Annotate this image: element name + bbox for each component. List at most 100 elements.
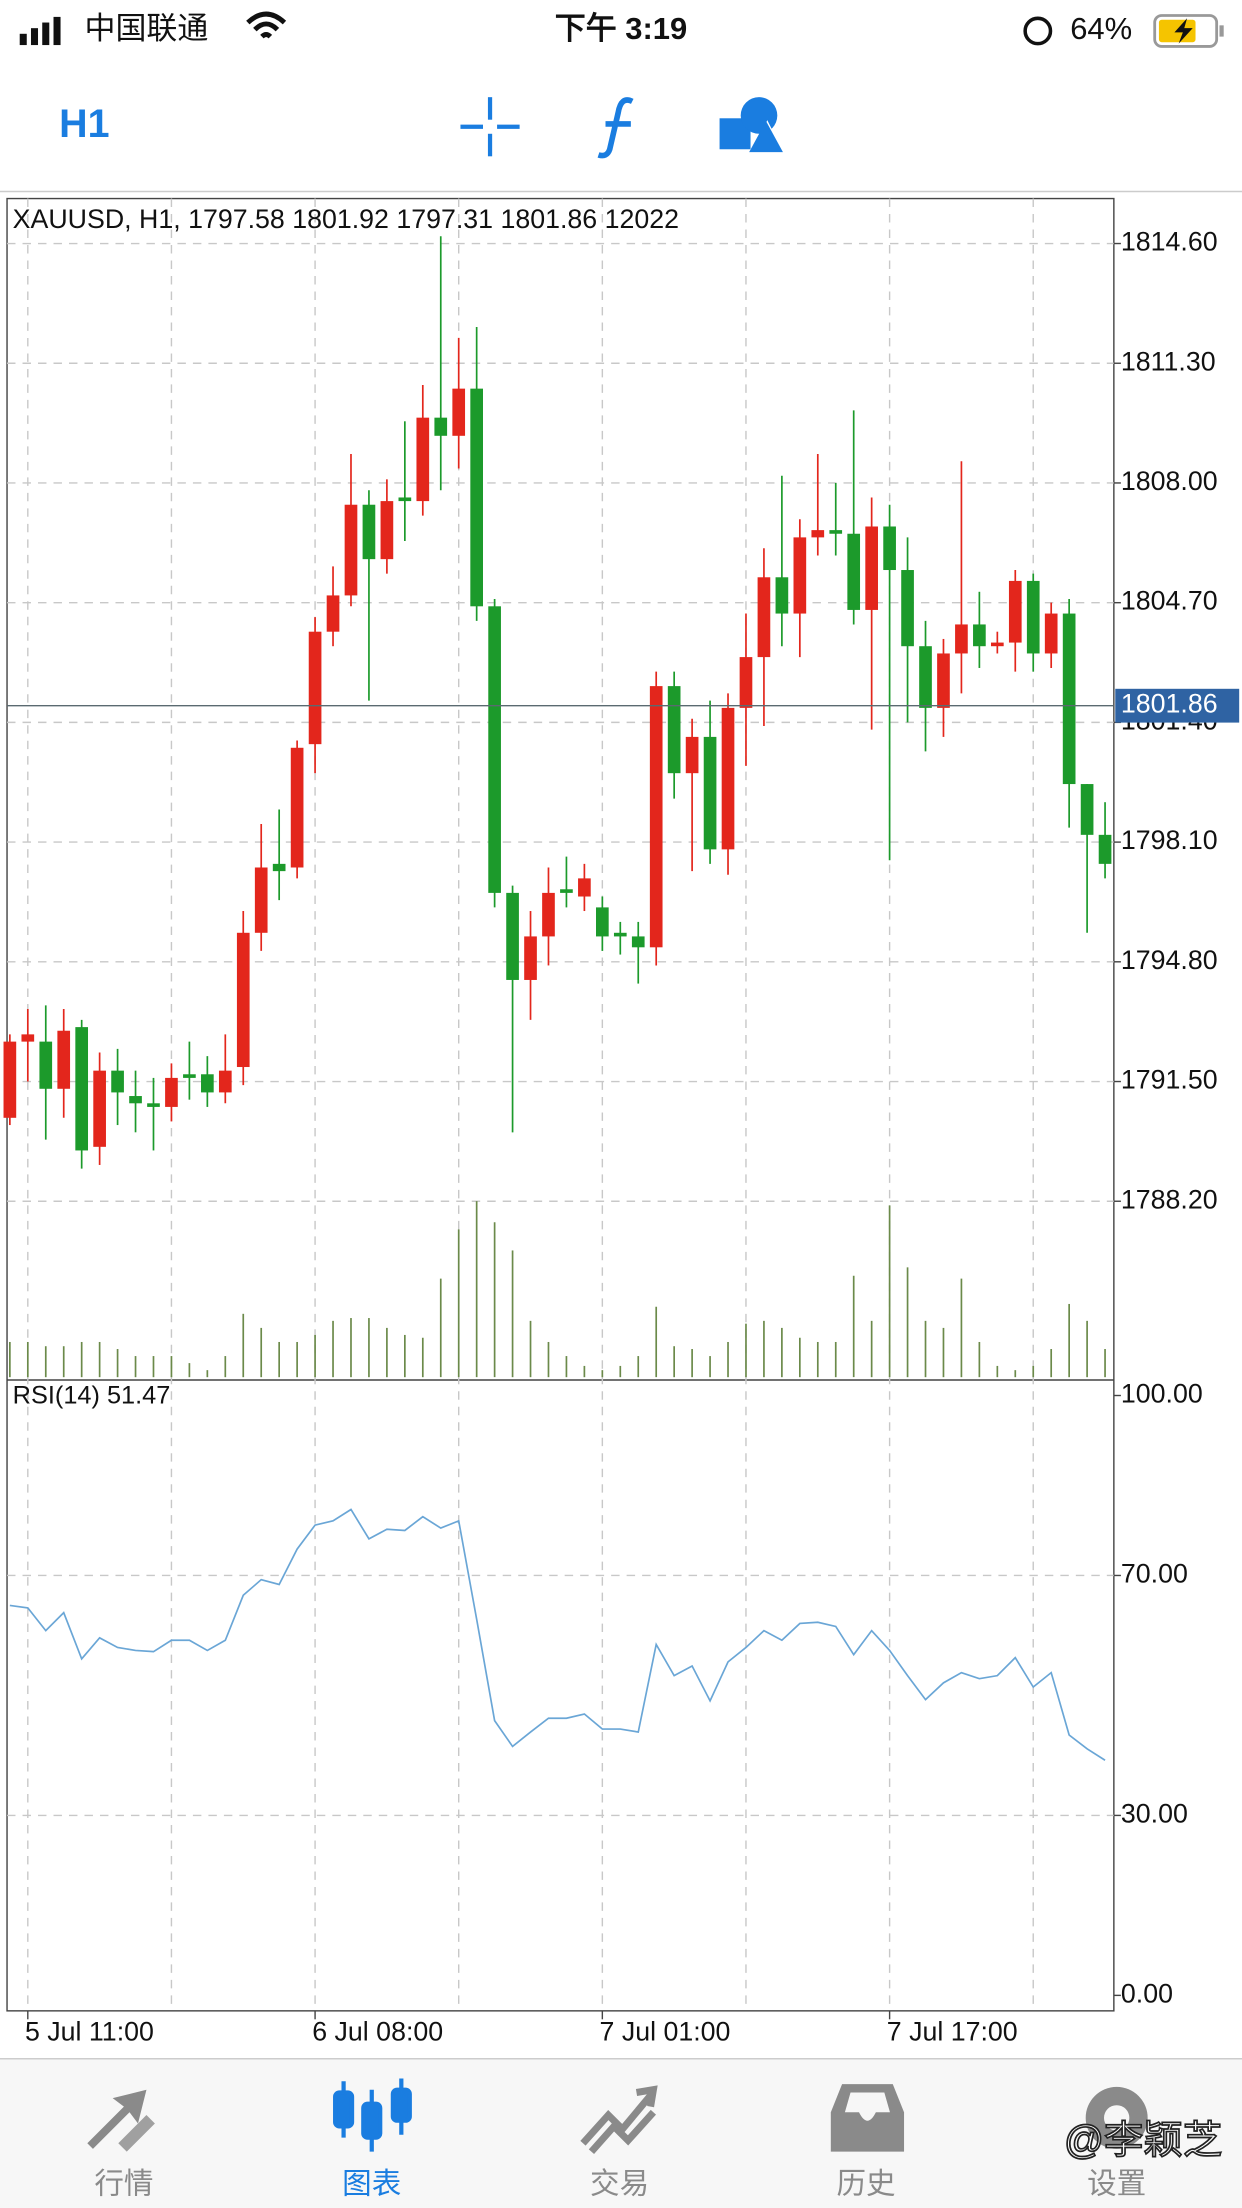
objects-button[interactable] <box>719 97 785 155</box>
clock: 下午 3:19 <box>555 11 688 46</box>
x-tick-label: 7 Jul 01:00 <box>600 2016 731 2046</box>
candle-body <box>685 736 699 774</box>
candle-body <box>613 932 627 937</box>
trade-icon[interactable] <box>580 2085 658 2155</box>
candle-body <box>21 1034 35 1042</box>
x-tick-label: 6 Jul 08:00 <box>312 2016 443 2046</box>
candle-body <box>757 577 771 658</box>
crosshair-button[interactable] <box>460 97 520 157</box>
settings-icon[interactable] <box>1085 2086 1148 2149</box>
candle-body <box>452 388 466 436</box>
candle-body <box>57 1030 71 1089</box>
candle-body <box>1026 580 1040 654</box>
candle-body <box>75 1027 89 1151</box>
candle-body <box>703 736 717 850</box>
candle-body <box>667 686 681 774</box>
candle-body <box>470 388 483 607</box>
tab-label[interactable]: 交易 <box>590 2167 649 2200</box>
last-price-label: 1801.86 <box>1121 689 1218 719</box>
candle-body <box>183 1074 196 1078</box>
y-tick-label: 100.00 <box>1121 1379 1203 1409</box>
tab-label[interactable]: 历史 <box>836 2167 895 2200</box>
y-tick-label: 1788.20 <box>1121 1184 1218 1214</box>
candle-body <box>236 932 250 1068</box>
wifi-icon <box>246 11 287 39</box>
battery-level: 64% <box>1070 11 1132 46</box>
tab-label[interactable]: 行情 <box>94 2167 153 2200</box>
candle-body <box>631 936 645 948</box>
rsi-line <box>9 1508 1106 1761</box>
candle-body <box>344 504 358 596</box>
candle-body <box>434 417 448 436</box>
quotes-icon[interactable] <box>87 2089 155 2152</box>
candle-body <box>380 501 394 560</box>
candle-body <box>308 631 322 745</box>
candle-body <box>973 624 986 647</box>
last-price-box <box>1115 688 1240 723</box>
candle-body <box>1098 834 1112 864</box>
candle-body <box>524 936 537 980</box>
candle-body <box>1044 613 1058 654</box>
tab-label[interactable]: 图表 <box>342 2167 401 2200</box>
candle-body <box>542 892 555 937</box>
candle-body <box>254 867 268 933</box>
y-tick-label: 1808.00 <box>1121 466 1218 496</box>
candle-body <box>865 526 878 610</box>
lock-rotation-icon <box>1023 16 1053 46</box>
chart-icon[interactable] <box>333 2078 412 2152</box>
candle-body <box>919 646 932 708</box>
candle-body <box>290 747 304 868</box>
tab-labels: 行情 图表 交易 历史 设置 <box>94 2167 1146 2200</box>
tab-label[interactable]: 设置 <box>1087 2167 1146 2200</box>
candle-body <box>93 1070 106 1147</box>
candle-body <box>955 624 968 654</box>
y-tick-label: 1811.30 <box>1121 346 1216 376</box>
x-tick-label: 7 Jul 17:00 <box>887 2016 1018 2046</box>
x-tick-label: 5 Jul 11:00 <box>25 2016 154 2046</box>
candle-body <box>129 1096 142 1104</box>
y-tick-label: 1791.50 <box>1121 1065 1218 1095</box>
plot-layer: 1814.601811.301808.001804.701801.401798.… <box>3 198 1240 2046</box>
y-tick-label: 1804.70 <box>1121 586 1218 616</box>
candle-body <box>272 863 286 872</box>
candle-body <box>488 606 501 893</box>
rsi-title: RSI(14) 51.47 <box>13 1382 171 1410</box>
candle-body <box>649 686 663 948</box>
candle-body <box>829 530 843 534</box>
carrier: 中国联通 <box>84 11 208 46</box>
y-tick-label: 1814.60 <box>1121 227 1218 257</box>
candle-body <box>398 497 412 502</box>
candle-body <box>506 892 519 980</box>
candle-body <box>775 577 789 614</box>
candle-body <box>1008 580 1022 643</box>
timeframe-button[interactable]: H1 <box>59 102 109 146</box>
y-tick-label: 1794.80 <box>1121 945 1218 975</box>
candle-body <box>165 1077 178 1107</box>
candle-body <box>578 878 591 897</box>
indicators-button[interactable] <box>597 97 634 159</box>
y-tick-label: 30.00 <box>1121 1798 1188 1828</box>
signal-icon <box>19 16 61 46</box>
candle-body <box>201 1074 214 1093</box>
candle-body <box>1080 784 1094 835</box>
candle-body <box>111 1070 124 1093</box>
candle-body <box>793 537 807 614</box>
history-icon[interactable] <box>830 2084 905 2152</box>
candle-body <box>739 657 753 708</box>
y-tick-label: 70.00 <box>1121 1559 1188 1589</box>
chart-title: XAUUSD, H1, 1797.58 1801.92 1797.31 1801… <box>13 204 679 234</box>
candle-body <box>721 707 735 850</box>
candle-body <box>39 1041 53 1089</box>
watermark: @李颖芝 <box>1064 2119 1222 2163</box>
battery-icon <box>1153 14 1224 48</box>
candle-body <box>362 504 376 560</box>
candle-body <box>937 653 950 708</box>
candle-body <box>847 533 861 610</box>
candle-body <box>990 642 1004 647</box>
candle-body <box>811 530 825 538</box>
candle-body <box>3 1041 17 1118</box>
candle-body <box>883 526 896 571</box>
candle-body <box>147 1103 160 1107</box>
